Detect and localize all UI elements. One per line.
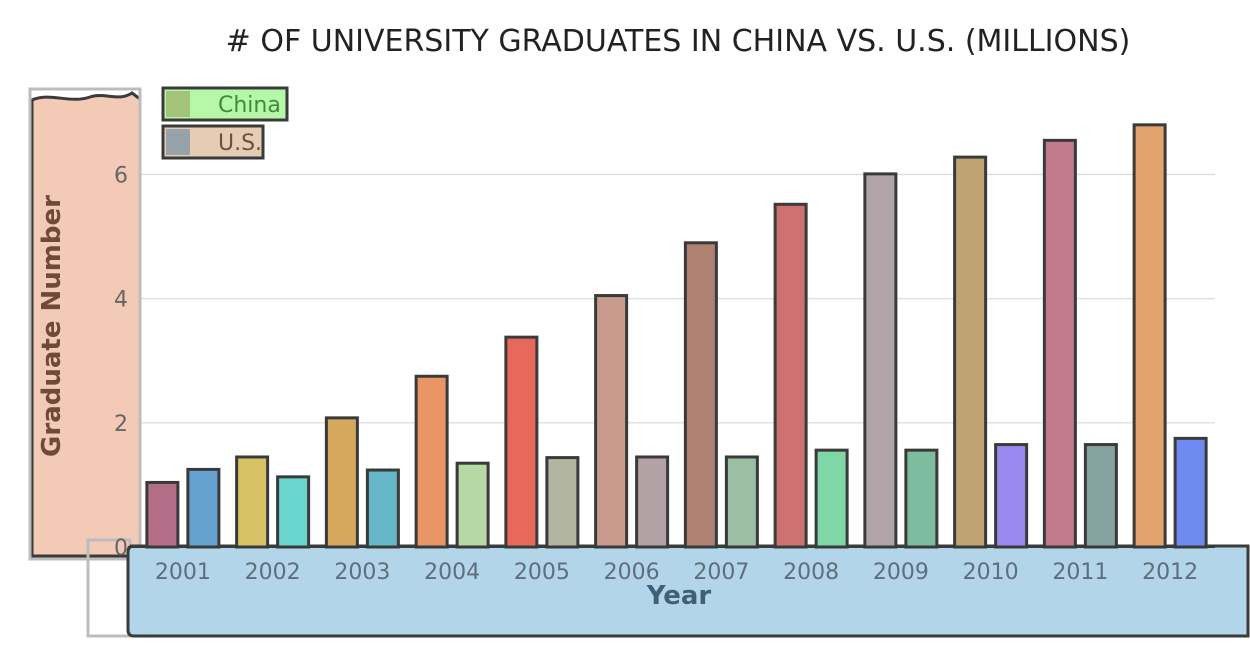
x-tick-label: 2005: [514, 560, 570, 585]
bar-china-2003: [324, 416, 359, 549]
x-tick-label: 2009: [873, 560, 929, 585]
x-tick-label: 2012: [1142, 560, 1198, 585]
bar-china-2008: [773, 202, 808, 549]
bar-us-2011: [1083, 443, 1118, 549]
bar-china-2011: [1042, 138, 1077, 549]
x-tick-label: 2007: [693, 560, 749, 585]
bar-us-2008: [814, 448, 849, 549]
bar-china-2010: [953, 155, 988, 549]
bar-us-2001: [186, 467, 221, 549]
x-tick-label: 2004: [424, 560, 480, 585]
y-axis-annotation-box: [30, 91, 142, 558]
bar-us-2002: [276, 475, 311, 549]
bar-china-2005: [504, 335, 539, 549]
x-tick-label: 2010: [963, 560, 1019, 585]
chart-title: # OF UNIVERSITY GRADUATES IN CHINA VS. U…: [226, 24, 1131, 59]
legend-label-us: U.S.: [218, 131, 262, 156]
grid-lines: [138, 173, 1215, 424]
bar-us-2005: [545, 456, 580, 549]
y-tick-label: 4: [114, 288, 128, 313]
y-axis-label: Graduate Number: [37, 195, 67, 457]
legend: China U.S.: [161, 86, 289, 160]
bar-china-2009: [863, 172, 898, 549]
x-tick-label: 2003: [334, 560, 390, 585]
axis-ticks: 0 2 4 6 2001 2002 2003 2004 2005 2006 2007 2008 2009…: [114, 164, 1198, 586]
x-axis-label: Year: [646, 581, 712, 611]
bar-china-2012: [1132, 123, 1167, 549]
x-tick-label: 2008: [783, 560, 839, 585]
bar-us-2012: [1173, 436, 1208, 549]
bar-china-2007: [683, 241, 718, 549]
x-tick-label: 2002: [245, 560, 301, 585]
bar-us-2010: [994, 443, 1029, 549]
bar-us-2007: [724, 455, 759, 549]
y-tick-label: 6: [114, 164, 128, 189]
x-tick-label: 2011: [1052, 560, 1108, 585]
bar-us-2009: [904, 448, 939, 549]
bar-china-2002: [235, 455, 270, 549]
legend-swatch-us: [166, 129, 190, 155]
legend-label-china: China: [218, 93, 281, 118]
bar-china-2004: [414, 374, 449, 549]
x-tick-label: 2006: [604, 560, 660, 585]
y-tick-label: 0: [114, 536, 128, 561]
bar-china-2006: [594, 294, 629, 549]
bar-us-2004: [455, 461, 490, 549]
bar-us-2003: [365, 468, 400, 549]
legend-swatch-china: [166, 91, 190, 117]
bar-china-2001: [145, 480, 180, 549]
bars: [128, 123, 1215, 549]
y-tick-label: 2: [114, 412, 128, 437]
x-tick-label: 2001: [155, 560, 211, 585]
bar-us-2006: [635, 455, 670, 549]
y-axis-outline: [28, 87, 142, 561]
